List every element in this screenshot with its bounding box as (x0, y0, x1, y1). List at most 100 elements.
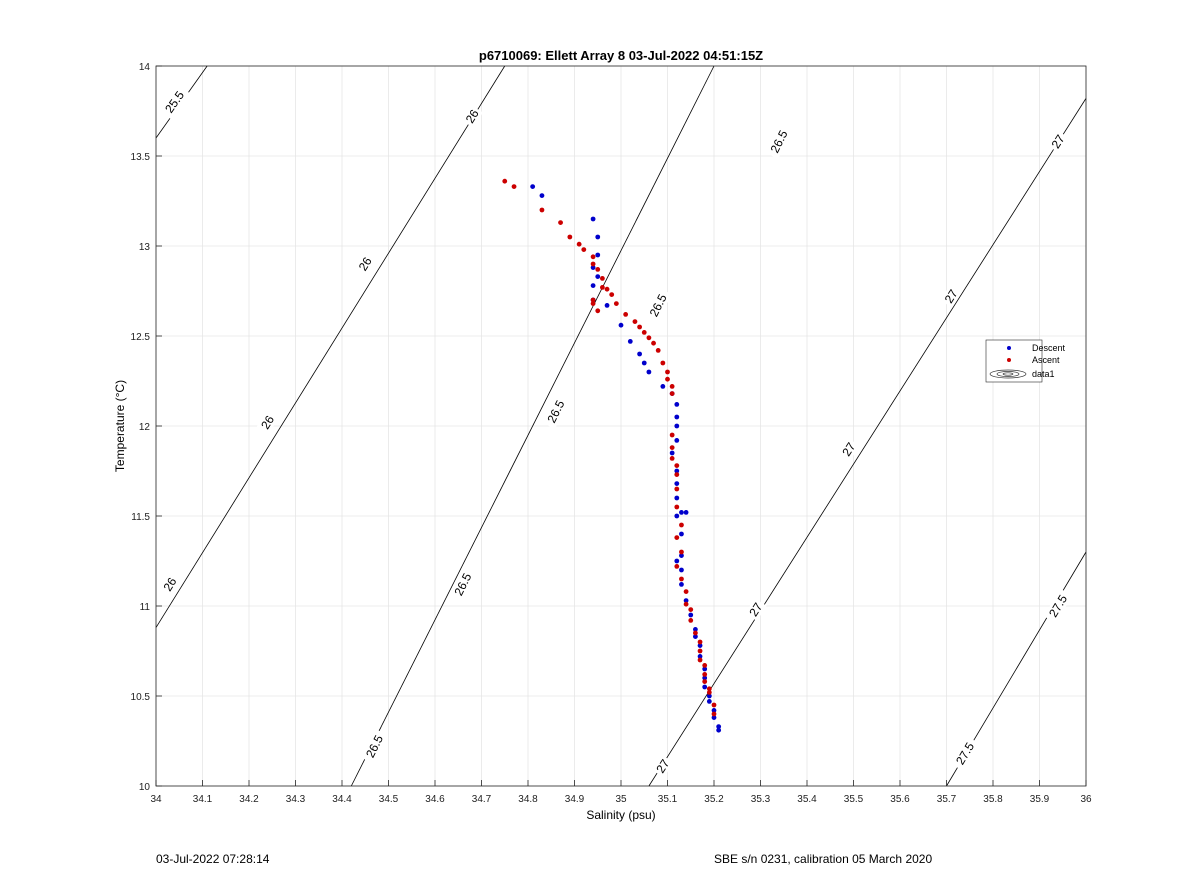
x-tick-label: 35.8 (983, 794, 1003, 805)
x-tick-label: 35.6 (890, 794, 910, 805)
x-tick-label: 34.5 (379, 794, 399, 805)
ascent-point (604, 286, 610, 292)
ascent-point (688, 618, 694, 623)
ascent-point (669, 456, 675, 461)
ascent-point (646, 335, 652, 341)
ascent-point (706, 686, 712, 692)
density-contour-label-group: 27 (940, 285, 962, 308)
descent-point (702, 675, 708, 681)
ascent-point (706, 690, 712, 695)
density-contour-label: 27 (1049, 132, 1068, 151)
density-contour-label-group: 26 (354, 252, 376, 276)
ascent-point (623, 312, 629, 317)
ascent-point (641, 330, 647, 335)
ascent-point (711, 702, 717, 708)
descent-point (618, 322, 624, 328)
ascent-point (590, 301, 596, 306)
y-axis-label: Temperature (°C) (113, 380, 127, 472)
y-tick-label: 12 (139, 422, 151, 433)
x-tick-label: 35.7 (937, 794, 957, 805)
legend-descent-label: Descent (1032, 343, 1066, 353)
ascent-point (693, 630, 698, 636)
descent-point (674, 495, 680, 501)
descent-point (669, 450, 675, 456)
ascent-point (558, 220, 563, 226)
density-contour-label: 27 (839, 440, 858, 459)
descent-point (590, 265, 596, 270)
ascent-point (674, 472, 680, 477)
ascent-point (697, 639, 703, 645)
ascent-point (590, 297, 596, 303)
descent-point (637, 351, 642, 357)
x-axis-label: Salinity (psu) (586, 808, 655, 822)
ascent-point (651, 340, 656, 346)
descent-point (706, 699, 712, 704)
density-contour-line (648, 98, 1087, 787)
density-contour-label: 27 (746, 600, 765, 619)
descent-point (683, 510, 689, 515)
ascent-point (567, 234, 573, 240)
descent-point (706, 693, 712, 699)
density-contour-label-group: 27 (652, 754, 674, 778)
ascent-point (674, 535, 680, 540)
descent-point (716, 727, 722, 733)
descent-point (679, 531, 684, 537)
y-tick-label: 11.5 (131, 512, 150, 523)
ascent-point (679, 576, 684, 582)
descent-point (595, 252, 601, 258)
descent-point (627, 339, 633, 344)
descent-point (595, 274, 601, 279)
descent-point (674, 468, 680, 474)
contour-label-bg (461, 105, 483, 128)
axis-ticks: 34 34.1 34.2 34.3 34.4 34.5 34.6 34.7 34.8 34.9 35… (131, 62, 1092, 805)
ascent-point (683, 601, 689, 607)
legend[interactable]: Descent Ascent data1 (985, 339, 1066, 383)
descent-point (693, 634, 698, 639)
density-contour-label-group: 26.5 (449, 566, 477, 602)
ascent-point (665, 369, 670, 375)
x-tick-label: 35.9 (1030, 794, 1050, 805)
x-tick-label: 34.4 (332, 794, 352, 805)
density-contour-label-group: 27 (838, 438, 860, 461)
legend-descent-marker (1007, 346, 1011, 350)
density-contour-label: 27 (653, 757, 672, 776)
descent-point (674, 513, 680, 519)
contour-label-bg (644, 287, 672, 323)
chart-title: p6710069: Ellett Array 8 03-Jul-2022 04:… (479, 48, 763, 63)
x-tick-label: 35 (615, 794, 627, 805)
descent-point (674, 423, 680, 429)
ascent-point (702, 672, 708, 677)
footer-timestamp: 03-Jul-2022 07:28:14 (156, 852, 270, 866)
density-contour-label: 26 (258, 413, 277, 432)
ascent-point (688, 607, 694, 612)
contour-label-bg (940, 285, 962, 308)
descent-point (539, 193, 545, 199)
density-contour-line (155, 65, 506, 628)
contour-label-bg (1047, 130, 1069, 153)
footer-calibration: SBE s/n 0231, calibration 05 March 2020 (714, 852, 933, 866)
ascent-point (609, 292, 615, 297)
ascent-point (660, 360, 666, 366)
descent-point (679, 510, 684, 515)
density-contour-label-group: 25.5 (159, 84, 190, 120)
descent-point (595, 234, 601, 240)
ascent-point (590, 254, 596, 260)
ascent-point (674, 564, 680, 569)
ascent-point (697, 657, 703, 663)
y-tick-label: 10.5 (131, 692, 151, 703)
descent-point (702, 666, 708, 672)
x-tick-label: 34.7 (472, 794, 492, 805)
density-contour-label: 26 (356, 254, 375, 273)
ascent-point (669, 391, 675, 396)
descent-point (679, 567, 684, 573)
y-tick-label: 13 (139, 242, 151, 253)
y-tick-label: 14 (139, 62, 151, 73)
y-tick-label: 11 (140, 602, 151, 613)
ascent-point (674, 463, 680, 468)
descent-point (711, 708, 717, 713)
data-points (502, 178, 722, 733)
density-contour-line (350, 65, 715, 787)
ascent-point (674, 504, 680, 510)
x-tick-label: 34.1 (193, 794, 213, 805)
